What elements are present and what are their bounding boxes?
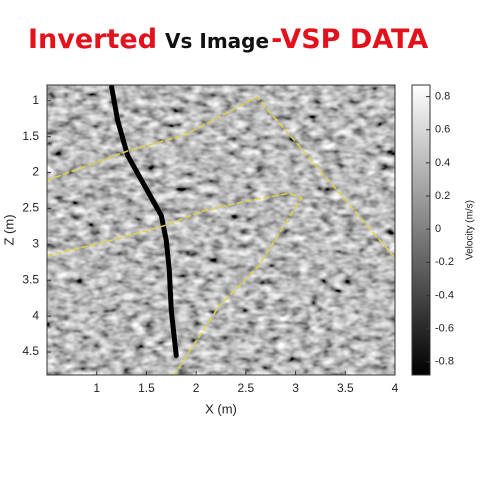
y-tick-label: 4.5	[22, 344, 39, 358]
colorbar-tick-label: -0.4	[435, 289, 454, 301]
x-tick-label: 3.5	[337, 381, 354, 395]
horizon-line	[173, 196, 303, 375]
colorbar-label: Velocity (m/s)	[465, 200, 476, 260]
horizon-line	[47, 96, 394, 257]
plot-area	[47, 85, 394, 375]
x-tick-label: 2.5	[238, 381, 255, 395]
x-tick-label: 3	[292, 381, 299, 395]
colorbar-tick-label: 0.2	[435, 190, 450, 202]
y-tick-label: 3	[32, 237, 39, 251]
horizon-line	[47, 192, 303, 257]
colorbar-tick-label: 0	[435, 223, 441, 235]
colorbar-tick-label: -0.2	[435, 256, 454, 268]
title-part: Vs Image	[165, 29, 270, 53]
colorbar-tick-label: -0.8	[435, 356, 454, 368]
x-tick-label: 4	[392, 381, 399, 395]
y-tick-label: 1.5	[22, 129, 39, 143]
x-tick-label: 1	[93, 381, 100, 395]
y-tick-label: 2.5	[22, 201, 39, 215]
colorbar	[411, 84, 431, 376]
colorbar-tick-label: -0.6	[435, 323, 454, 335]
colorbar-tick-label: 0.6	[435, 124, 450, 136]
image-texture	[47, 85, 395, 375]
title-part: Inverted	[28, 24, 158, 55]
x-tick-label: 1.5	[138, 381, 155, 395]
colorbar-tick-label: 0.4	[435, 157, 450, 169]
y-tick-label: 3.5	[22, 272, 39, 286]
title-part: -VSP DATA	[271, 24, 429, 55]
plot-frame	[46, 84, 396, 376]
x-tick-label: 2	[193, 381, 200, 395]
y-tick-label: 2	[32, 165, 39, 179]
y-axis-label: Z (m)	[1, 214, 16, 245]
colorbar-tick-label: 0.8	[435, 91, 450, 103]
x-axis-label: X (m)	[205, 401, 237, 416]
well-path	[109, 85, 179, 359]
chart-title: Inverted Vs Image-VSP DATA	[28, 24, 428, 55]
y-tick-label: 1	[32, 93, 39, 107]
y-tick-label: 4	[32, 308, 39, 322]
